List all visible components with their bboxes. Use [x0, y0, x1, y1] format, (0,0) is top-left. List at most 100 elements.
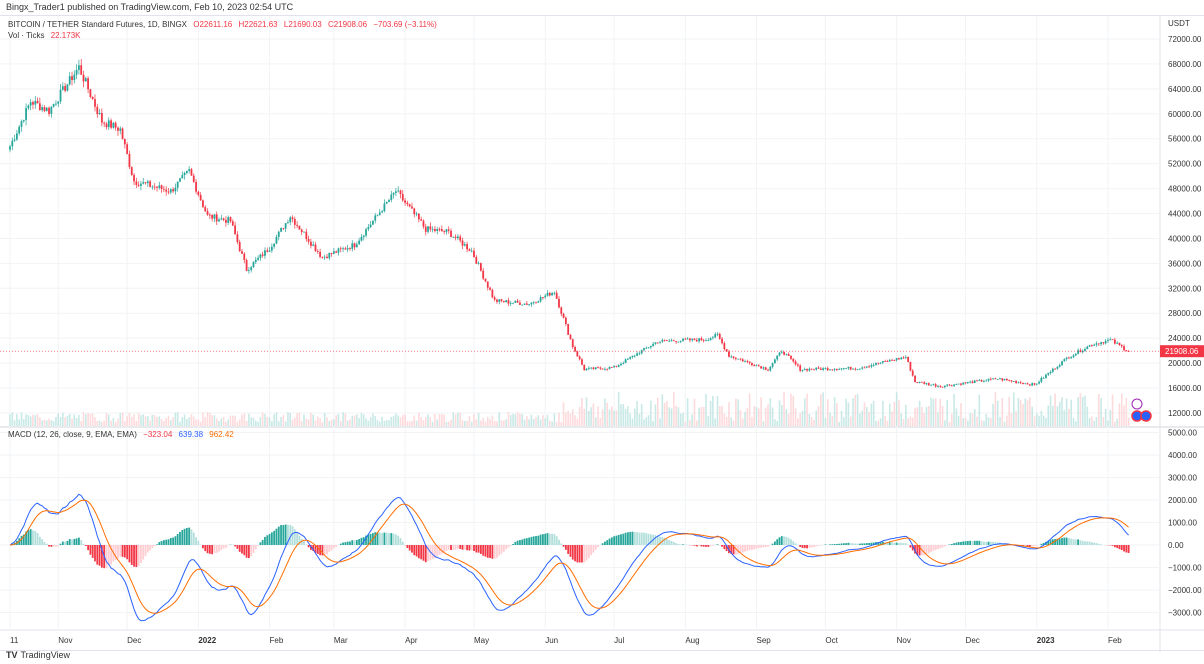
macd-histogram-bar: [50, 545, 53, 547]
macd-histogram-bar: [1077, 539, 1080, 545]
macd-histogram-bar: [61, 541, 64, 545]
candle-body: [587, 367, 590, 369]
volume-bar: [843, 417, 845, 426]
price-tick-label: 40000.00: [1168, 234, 1202, 243]
volume-bar: [1086, 406, 1089, 426]
volume-bar: [833, 397, 836, 426]
candle-body: [52, 104, 55, 107]
macd-histogram-bar: [872, 542, 875, 545]
macd-histogram-bar: [413, 545, 416, 556]
candle-body: [310, 241, 312, 246]
candle-body: [751, 362, 753, 366]
macd-histogram-bar: [957, 542, 960, 545]
candle-body: [780, 351, 783, 353]
candle-body: [114, 122, 117, 128]
volume-bar: [151, 414, 154, 426]
macd-histogram-bar: [808, 545, 811, 548]
macd-histogram-bar: [693, 545, 696, 546]
macd-histogram-bar: [135, 545, 138, 568]
candle-body: [571, 339, 574, 348]
candle-body: [617, 365, 620, 367]
volume-bar: [1097, 393, 1100, 426]
macd-histogram-bar: [879, 542, 882, 545]
macd-histogram-bar: [1068, 538, 1070, 545]
candle-body: [1074, 353, 1077, 356]
volume-bar: [875, 420, 877, 426]
candle-body: [401, 194, 404, 201]
candle-body: [879, 362, 882, 364]
volume-bar: [548, 420, 551, 426]
volume-bar: [1084, 395, 1086, 426]
candle-body: [192, 175, 195, 182]
volume-bar: [526, 416, 528, 426]
candle-body: [447, 229, 450, 231]
volume-bar: [447, 421, 450, 426]
candle-body: [1107, 339, 1109, 341]
macd-histogram-bar: [25, 531, 27, 545]
volume-bar: [916, 407, 919, 426]
candle-body: [229, 217, 232, 222]
candle-body: [691, 338, 694, 341]
chart-canvas[interactable]: 72000.00 68000.00 64000.00 60000.00 56000.00…: [0, 16, 1204, 652]
macd-histogram-bar: [829, 544, 831, 545]
candle-body: [583, 364, 586, 371]
candle-body: [512, 302, 514, 304]
candle-body: [799, 365, 802, 371]
macd-histogram-bar: [78, 537, 80, 545]
volume-bar: [464, 420, 466, 426]
candle-body: [254, 259, 257, 262]
volume-label[interactable]: Vol · Ticks: [8, 31, 45, 40]
candle-body: [909, 361, 912, 371]
candle-body: [29, 102, 32, 106]
volume-bar: [863, 402, 866, 426]
volume-bar: [282, 415, 285, 426]
volume-bar: [725, 416, 728, 426]
volume-bar: [930, 397, 932, 426]
macd-histogram-bar: [110, 545, 112, 565]
macd-histogram-bar: [1120, 545, 1123, 551]
macd-label[interactable]: MACD (12, 26, close, 9, EMA, EMA): [8, 430, 137, 439]
macd-histogram-bar: [950, 543, 953, 545]
volume-bar: [372, 413, 374, 426]
volume-bar: [957, 415, 960, 426]
candle-body: [162, 188, 165, 190]
macd-histogram-bar: [672, 542, 675, 545]
volume-bar: [852, 398, 854, 426]
macd-histogram-bar: [80, 540, 83, 545]
candle-body: [84, 78, 87, 82]
macd-histogram-bar: [608, 538, 611, 545]
macd-histogram-bar: [137, 545, 140, 566]
candle-body: [1070, 357, 1073, 359]
volume-bar: [870, 403, 873, 426]
volume-bar: [496, 421, 498, 426]
candle-body: [1045, 374, 1047, 378]
volume-bar: [441, 413, 443, 426]
macd-tick-label: 2000.00: [1168, 496, 1197, 505]
volume-bar: [820, 394, 822, 426]
candle-body: [918, 381, 921, 383]
volume-bar: [362, 414, 365, 426]
tradingview-logo[interactable]: TV TradingView: [6, 650, 70, 660]
macd-histogram-bar: [457, 545, 459, 549]
candle-body: [999, 378, 1001, 380]
candle-body: [489, 287, 491, 290]
volume-bar: [594, 417, 597, 426]
candle-body: [746, 360, 749, 362]
candle-body: [590, 367, 593, 369]
macd-histogram-bar: [1116, 545, 1119, 548]
chart-frame[interactable]: 72000.00 68000.00 64000.00 60000.00 56000.00…: [0, 15, 1204, 652]
candle-body: [34, 100, 37, 105]
volume-bar: [1012, 392, 1015, 426]
macd-histogram-bar: [983, 541, 985, 545]
macd-histogram-bar: [964, 541, 967, 545]
candle-body: [640, 350, 643, 354]
symbol-name[interactable]: BITCOIN / TETHER Standard Futures, 1D, B…: [8, 20, 188, 29]
macd-histogram-bar: [780, 536, 783, 545]
volume-bar: [569, 413, 572, 426]
volume-bar: [411, 420, 413, 426]
volume-bar: [107, 414, 110, 426]
volume-bar: [829, 412, 831, 426]
candle-body: [1077, 350, 1080, 354]
macd-histogram-bar: [160, 540, 163, 545]
candle-body: [323, 256, 326, 258]
